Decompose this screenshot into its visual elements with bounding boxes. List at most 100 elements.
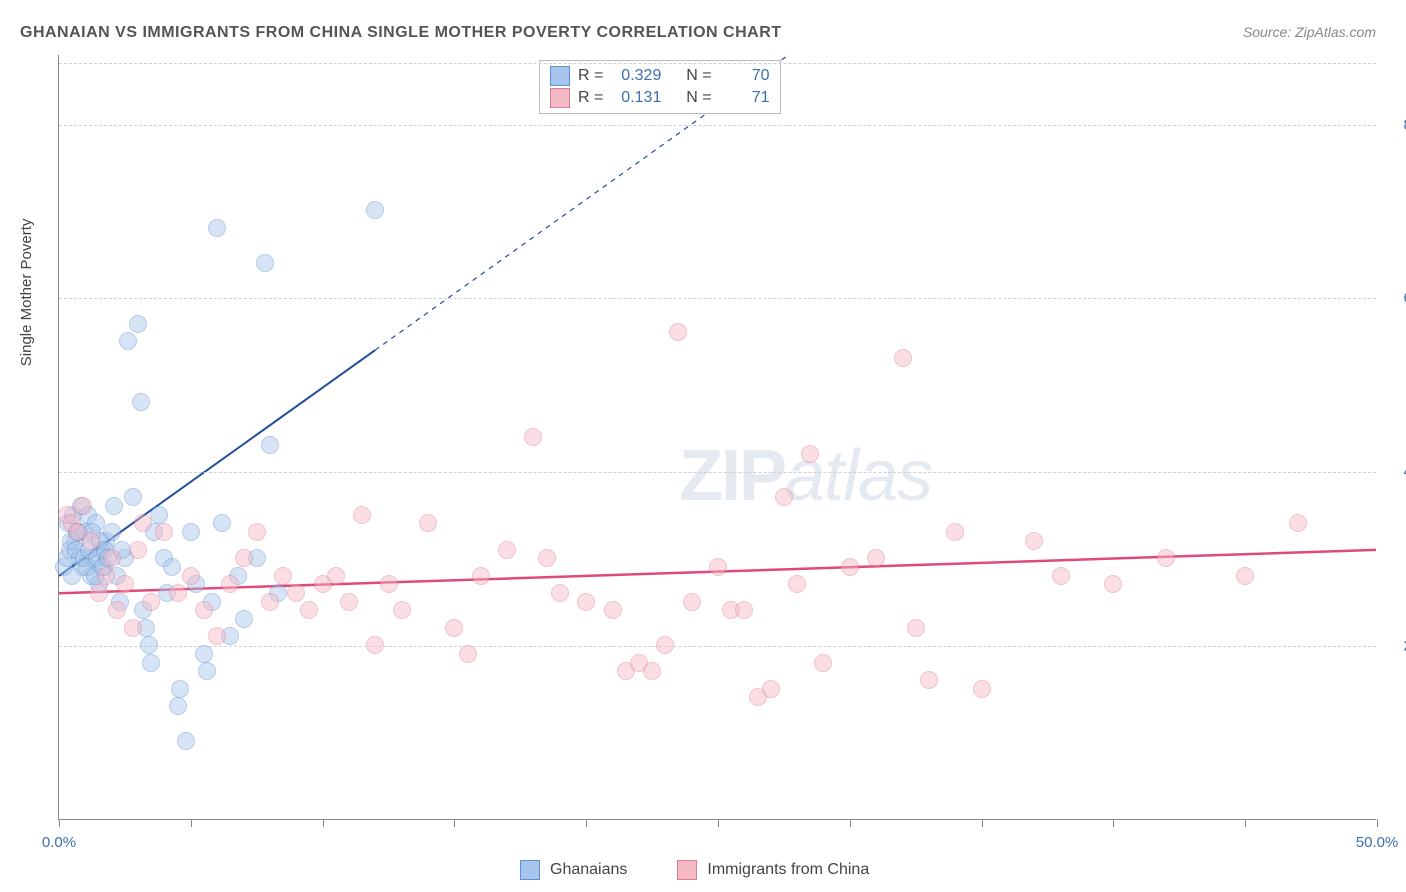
scatter-point: [604, 601, 622, 619]
scatter-point: [182, 567, 200, 585]
scatter-point: [74, 497, 92, 515]
scatter-point: [643, 662, 661, 680]
scatter-point: [124, 488, 142, 506]
gridline: [59, 298, 1376, 299]
ytick-label: 20.0%: [1386, 638, 1406, 655]
xtick: [586, 819, 587, 827]
scatter-point: [340, 593, 358, 611]
scatter-point: [524, 428, 542, 446]
gridline: [59, 472, 1376, 473]
n-label-0: N =: [686, 67, 711, 85]
scatter-point: [1025, 532, 1043, 550]
scatter-point: [116, 575, 134, 593]
scatter-point: [235, 549, 253, 567]
scatter-point: [119, 332, 137, 350]
scatter-point: [920, 671, 938, 689]
scatter-point: [274, 567, 292, 585]
scatter-point: [82, 532, 100, 550]
scatter-point: [177, 732, 195, 750]
scatter-point: [709, 558, 727, 576]
gridline: [59, 646, 1376, 647]
legend-item-china: Immigrants from China: [677, 860, 869, 880]
scatter-point: [419, 514, 437, 532]
xtick: [191, 819, 192, 827]
scatter-point: [366, 636, 384, 654]
swatch-ghanaians: [550, 66, 570, 86]
y-axis-label: Single Mother Poverty: [18, 219, 35, 367]
r-value-1: 0.131: [611, 89, 661, 107]
scatter-point: [182, 523, 200, 541]
scatter-point: [97, 567, 115, 585]
scatter-point: [775, 488, 793, 506]
scatter-point: [551, 584, 569, 602]
trend-lines-layer: [59, 55, 1376, 819]
scatter-point: [208, 627, 226, 645]
xtick-label: 0.0%: [42, 834, 76, 851]
scatter-point: [256, 254, 274, 272]
watermark-zip: ZIP: [679, 436, 785, 516]
scatter-point: [472, 567, 490, 585]
scatter-point: [366, 201, 384, 219]
n-label-1: N =: [686, 89, 711, 107]
xtick: [1113, 819, 1114, 827]
gridline: [59, 63, 1376, 64]
swatch-china: [550, 88, 570, 108]
scatter-point: [124, 619, 142, 637]
scatter-point: [1104, 575, 1122, 593]
scatter-point: [841, 558, 859, 576]
scatter-point: [171, 680, 189, 698]
n-value-1: 71: [720, 89, 770, 107]
scatter-point: [683, 593, 701, 611]
bottom-legend: Ghanaians Immigrants from China: [520, 860, 869, 880]
gridline: [59, 125, 1376, 126]
xtick: [850, 819, 851, 827]
scatter-point: [213, 514, 231, 532]
scatter-point: [163, 558, 181, 576]
r-label-0: R =: [578, 67, 603, 85]
scatter-point: [198, 662, 216, 680]
source-label: Source: ZipAtlas.com: [1243, 24, 1376, 40]
scatter-point: [973, 680, 991, 698]
scatter-point: [669, 323, 687, 341]
xtick: [59, 819, 60, 827]
scatter-point: [498, 541, 516, 559]
scatter-point: [105, 497, 123, 515]
scatter-point: [762, 680, 780, 698]
scatter-point: [801, 445, 819, 463]
scatter-point: [814, 654, 832, 672]
scatter-point: [327, 567, 345, 585]
plot-area: ZIPatlas R = 0.329 N = 70 R = 0.131 N = …: [58, 55, 1376, 820]
scatter-point: [132, 393, 150, 411]
legend-label-china: Immigrants from China: [707, 861, 869, 879]
legend-item-ghanaians: Ghanaians: [520, 860, 627, 880]
scatter-point: [1236, 567, 1254, 585]
scatter-point: [261, 436, 279, 454]
scatter-point: [208, 219, 226, 237]
scatter-point: [261, 593, 279, 611]
scatter-point: [155, 523, 173, 541]
scatter-point: [221, 575, 239, 593]
xtick-label: 50.0%: [1356, 834, 1399, 851]
stats-box: R = 0.329 N = 70 R = 0.131 N = 71: [539, 60, 781, 114]
ytick-label: 60.0%: [1386, 290, 1406, 307]
xtick: [1245, 819, 1246, 827]
scatter-point: [248, 523, 266, 541]
xtick: [982, 819, 983, 827]
scatter-point: [142, 654, 160, 672]
scatter-point: [538, 549, 556, 567]
xtick: [1377, 819, 1378, 827]
chart-title: GHANAIAN VS IMMIGRANTS FROM CHINA SINGLE…: [20, 24, 782, 42]
scatter-point: [894, 349, 912, 367]
legend-swatch-ghanaians: [520, 860, 540, 880]
stats-row-china: R = 0.131 N = 71: [550, 87, 770, 109]
scatter-point: [287, 584, 305, 602]
scatter-point: [90, 584, 108, 602]
xtick: [323, 819, 324, 827]
scatter-point: [380, 575, 398, 593]
ytick-label: 80.0%: [1386, 116, 1406, 133]
stats-row-ghanaians: R = 0.329 N = 70: [550, 65, 770, 87]
scatter-point: [577, 593, 595, 611]
scatter-point: [169, 584, 187, 602]
scatter-point: [140, 636, 158, 654]
scatter-point: [1052, 567, 1070, 585]
